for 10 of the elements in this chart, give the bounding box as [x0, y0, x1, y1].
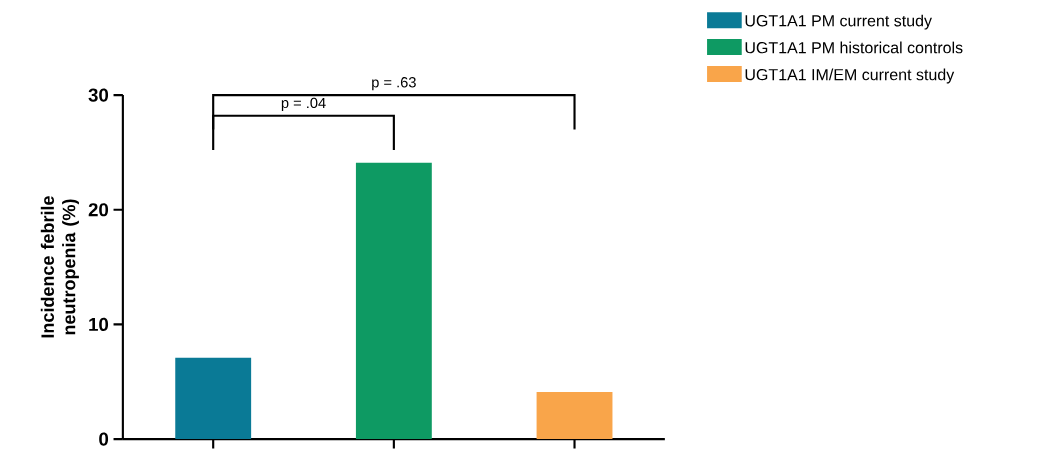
y-tick-label: 0: [99, 432, 109, 446]
y-tick-label: 30: [88, 88, 109, 102]
text: p = .63: [372, 77, 416, 91]
y-axis-title: Incidence febrile neutropenia (%): [40, 196, 79, 338]
annotation: p = .04: [281, 97, 326, 112]
legend-label: UGT1A1 PM historical controls: [745, 41, 963, 54]
y-tick-label: 10: [89, 318, 109, 332]
legend-label: UGT1A1 PM current study: [745, 14, 932, 30]
y-tick-label: 20: [88, 203, 109, 217]
legend-label: UGT1A1 IM/EM current study: [745, 68, 955, 84]
